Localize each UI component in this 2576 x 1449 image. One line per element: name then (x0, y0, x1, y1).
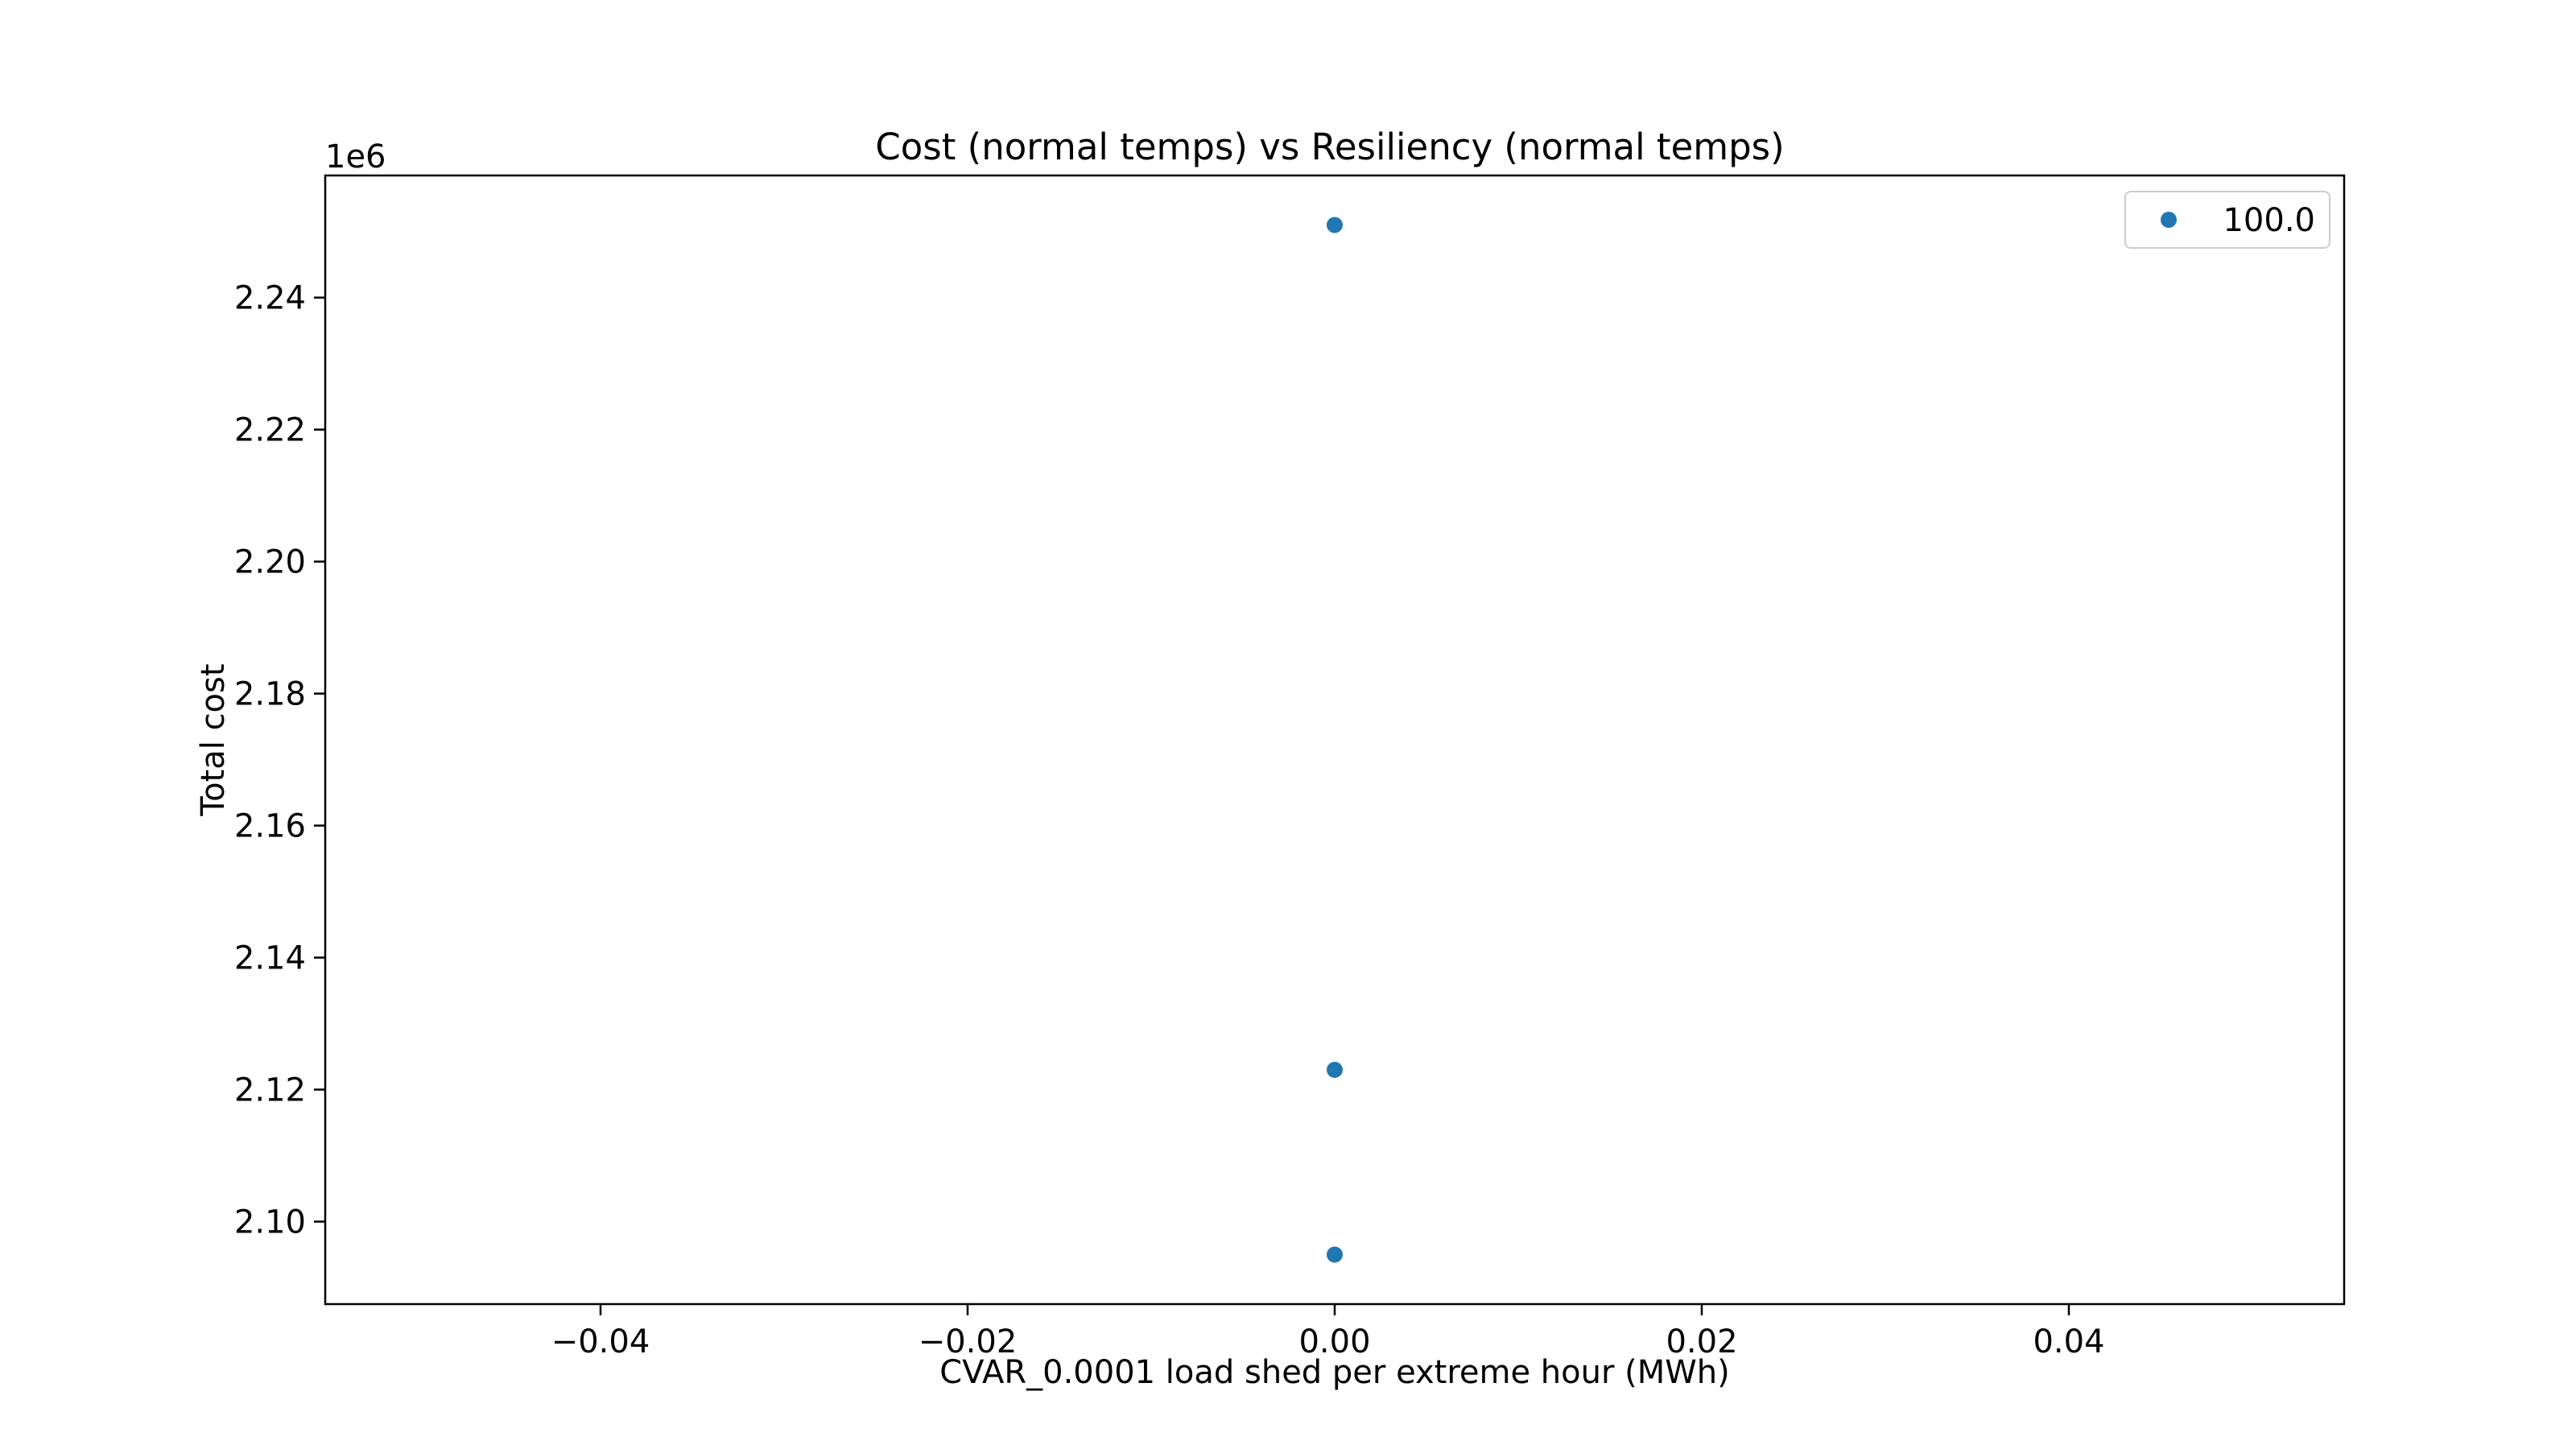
x-axis-ticks: −0.04 −0.02 0.00 0.02 0.04 (551, 1304, 2105, 1360)
y-tick-label: 2.22 (234, 412, 306, 449)
y-tick-label: 2.18 (234, 676, 306, 713)
scatter-points (1327, 217, 1343, 1263)
y-tick-label: 2.12 (234, 1072, 306, 1109)
y-tick-label: 2.10 (234, 1204, 306, 1241)
x-axis-label: CVAR_0.0001 load shed per extreme hour (… (939, 1354, 1730, 1391)
x-tick-label: 0.04 (2033, 1323, 2104, 1360)
data-point (1327, 1246, 1343, 1263)
y-axis-ticks: 2.10 2.12 2.14 2.16 2.18 2.20 2.22 2.24 (234, 280, 325, 1241)
data-point (1327, 217, 1343, 233)
y-axis-offset-label: 1e6 (325, 138, 386, 175)
y-tick-label: 2.24 (234, 280, 306, 317)
data-point (1327, 1061, 1343, 1078)
x-tick-label: 0.00 (1298, 1323, 1370, 1360)
legend-entry-label: 100.0 (2223, 202, 2315, 239)
y-axis-label: Total cost (195, 663, 232, 816)
legend: 100.0 (2124, 191, 2330, 249)
x-tick-label: 0.02 (1666, 1323, 1737, 1360)
y-tick-label: 2.14 (234, 940, 306, 977)
x-tick-label: −0.04 (551, 1323, 650, 1360)
legend-marker (2161, 212, 2177, 228)
y-tick-label: 2.16 (234, 808, 306, 845)
chart-title: Cost (normal temps) vs Resiliency (norma… (875, 126, 1784, 168)
x-tick-label: −0.02 (919, 1323, 1018, 1360)
plot-area-frame (324, 174, 2346, 1306)
legend-box (2124, 191, 2330, 249)
y-tick-label: 2.20 (234, 544, 306, 581)
